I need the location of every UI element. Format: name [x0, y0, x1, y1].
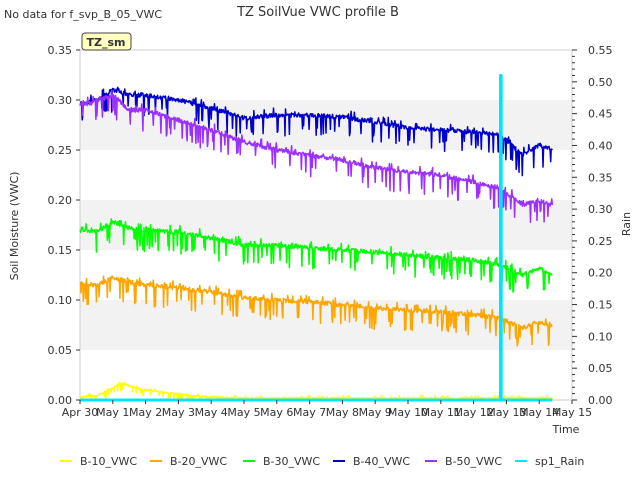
x-tick-label: May 5: [227, 406, 260, 419]
tz-badge: TZ_sm: [81, 32, 132, 51]
y2-tick-label: 0.35: [588, 171, 613, 184]
x-tick-label: May 4: [195, 406, 228, 419]
series-line-b-40-vwc: [79, 86, 553, 177]
x-tick-label: May 3: [162, 406, 195, 419]
y2-tick-label: 0.40: [588, 139, 613, 152]
x-tick-label: May 6: [260, 406, 293, 419]
series-line-b-30-vwc: [79, 218, 553, 293]
series-line-sp1-rain: [80, 74, 553, 402]
legend-label: B-10_VWC: [80, 455, 137, 468]
badge-label: TZ_sm: [87, 36, 126, 49]
series-line-b-10-vwc: [79, 381, 554, 401]
y-axis-label: Soil Moisture (VWC): [8, 172, 21, 281]
x-tick-label: May 13: [486, 406, 526, 419]
y-tick-label: 0.00: [48, 394, 73, 407]
y-tick-label: 0.05: [48, 344, 73, 357]
x-tick-label: May 11: [421, 406, 461, 419]
x-axis-label: Time: [552, 423, 580, 436]
y-tick-label: 0.30: [48, 94, 73, 107]
y-tick-label: 0.35: [48, 44, 73, 57]
y2-tick-label: 0.50: [588, 76, 613, 89]
x-tick-label: May 10: [388, 406, 428, 419]
y2-tick-label: 0.20: [588, 267, 613, 280]
y2-tick-label: 0.55: [588, 44, 613, 57]
legend-label: B-50_VWC: [445, 455, 502, 468]
y2-tick-label: 0.00: [588, 394, 613, 407]
y2-tick-label: 0.15: [588, 299, 613, 312]
x-tick-label: May 12: [453, 406, 493, 419]
legend-label: B-40_VWC: [353, 455, 410, 468]
x-tick-label: May 9: [359, 406, 392, 419]
y2-tick-label: 0.45: [588, 108, 613, 121]
x-tick-label: Apr 30: [62, 406, 99, 419]
series-line-b-50-vwc: [79, 89, 554, 224]
y2-tick-label: 0.10: [588, 330, 613, 343]
legend-label: sp1_Rain: [535, 455, 584, 468]
chart-title: TZ SoilVue VWC profile B: [236, 5, 399, 20]
x-tick-label: May 14: [519, 406, 559, 419]
y-tick-label: 0.15: [48, 244, 73, 257]
y2-tick-label: 0.30: [588, 203, 613, 216]
no-data-note: No data for f_svp_B_05_VWC: [4, 8, 162, 21]
x-tick-label: May 15: [552, 406, 592, 419]
y-tick-label: 0.25: [48, 144, 73, 157]
x-tick-label: May 7: [293, 406, 326, 419]
grid-band: [80, 200, 572, 250]
y2-axis-label: Rain: [620, 212, 633, 236]
x-tick-label: May 2: [129, 406, 162, 419]
y2-tick-label: 0.05: [588, 362, 613, 375]
legend-label: B-20_VWC: [170, 455, 227, 468]
y-tick-label: 0.20: [48, 194, 73, 207]
series-line-b-20-vwc: [79, 275, 553, 347]
x-tick-label: May 8: [326, 406, 359, 419]
y-tick-label: 0.10: [48, 294, 73, 307]
y2-tick-label: 0.25: [588, 235, 613, 248]
legend-label: B-30_VWC: [263, 455, 320, 468]
x-tick-label: May 1: [96, 406, 129, 419]
